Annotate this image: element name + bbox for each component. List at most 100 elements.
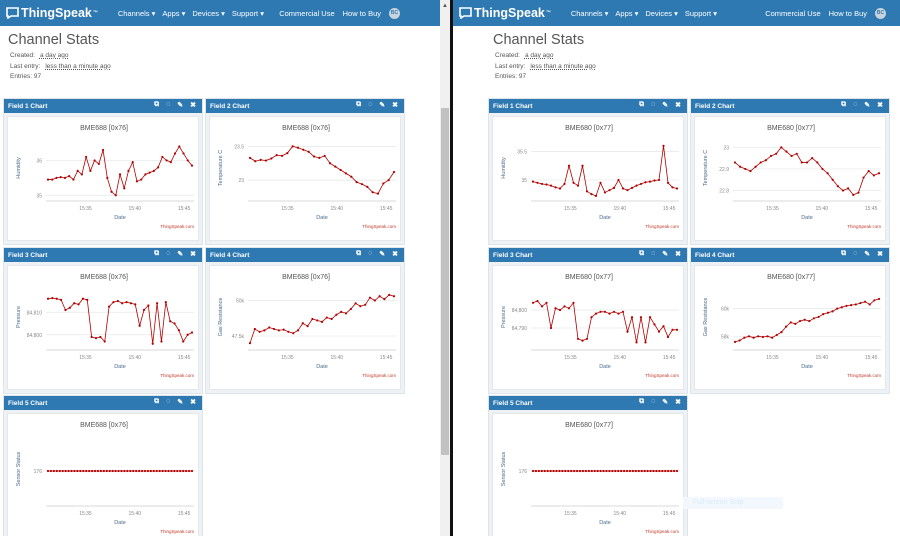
x-tick-label: 15:45 [663,511,676,517]
close-icon[interactable]: ✖ [877,102,883,109]
close-icon[interactable]: ✖ [675,102,681,109]
nav-menu-devices[interactable]: Devices ▾ [192,8,225,18]
data-point [73,302,76,305]
comment-icon[interactable]: ◌ [651,398,656,405]
nav-menu-support[interactable]: Support ▾ [684,8,717,18]
close-icon[interactable]: ✖ [877,251,883,258]
nav-menu-apps[interactable]: Apps ▾ [615,8,639,18]
close-icon[interactable]: ✖ [675,251,681,258]
edit-pencil-icon[interactable]: ✎ [864,251,871,258]
data-point [46,297,50,300]
thingspeak-credit-link[interactable]: ThingSpeak.com [362,224,396,229]
edit-pencil-icon[interactable]: ✎ [177,102,184,109]
comment-icon[interactable]: ◌ [368,250,373,257]
data-point [106,176,109,179]
nav-menu-channels[interactable]: Channels ▾ [117,8,156,18]
nav-link-0[interactable]: Commercial Use [765,8,821,18]
data-point [140,178,143,181]
external-link-icon[interactable]: ⧉ [639,101,645,108]
field-3-chart-panel: Field 3 Chart ⧉ ◌ ✎ ✖ BME680 [0x77] Pressure 84… [488,247,688,394]
data-point [131,161,134,164]
close-icon[interactable]: ✖ [190,251,196,258]
edit-pencil-icon[interactable]: ✎ [177,251,184,258]
data-point [291,145,294,148]
comment-icon[interactable]: ◌ [166,398,171,405]
comment-icon[interactable]: ◌ [368,101,373,108]
nav-link-1[interactable]: How to Buy [342,8,381,18]
external-link-icon[interactable]: ⧉ [841,101,847,108]
data-point [51,178,54,181]
data-point [789,321,792,324]
data-point [129,302,133,305]
close-icon[interactable]: ✖ [190,399,196,406]
edit-pencil-icon[interactable]: ✎ [379,102,386,109]
data-point [114,469,117,473]
data-point [152,469,155,473]
data-point [534,469,538,473]
data-point [61,469,64,473]
thingspeak-credit-link[interactable]: ThingSpeak.com [160,373,194,378]
close-icon[interactable]: ✖ [675,399,681,406]
comment-icon[interactable]: ◌ [166,250,171,257]
thingspeak-credit-link[interactable]: ThingSpeak.com [847,373,881,378]
data-point [794,322,797,325]
close-icon[interactable]: ✖ [190,102,196,109]
data-point [747,335,751,338]
edit-pencil-icon[interactable]: ✎ [864,102,871,109]
nav-menu-channels[interactable]: Channels ▾ [570,8,609,18]
nav-menu-support[interactable]: Support ▾ [231,8,264,18]
close-icon[interactable]: ✖ [392,102,398,109]
comment-icon[interactable]: ◌ [853,101,858,108]
data-point [644,341,647,344]
data-point [785,150,788,153]
comment-icon[interactable]: ◌ [166,101,171,108]
comment-icon[interactable]: ◌ [651,250,656,257]
data-point [368,296,372,299]
thingspeak-credit-link[interactable]: ThingSpeak.com [160,224,194,229]
thingspeak-credit-link[interactable]: ThingSpeak.com [645,373,679,378]
external-link-icon[interactable]: ⧉ [841,250,847,257]
edit-pencil-icon[interactable]: ✎ [379,251,386,258]
edit-pencil-icon[interactable]: ✎ [662,399,669,406]
nav-menu-devices[interactable]: Devices ▾ [645,8,678,18]
thingspeak-credit-link[interactable]: ThingSpeak.com [645,529,679,534]
thingspeak-logo[interactable]: ThingSpeak ™ [459,6,551,20]
scrollbar[interactable]: ▲ [440,0,450,536]
field-2-chart-panel: Field 2 Chart ⧉ ◌ ✎ ✖ BME680 [0x77] Temperatur… [690,98,890,245]
data-point [167,469,170,473]
thingspeak-credit-link[interactable]: ThingSpeak.com [362,373,396,378]
data-point [554,307,557,310]
scrollbar-thumb[interactable] [441,108,449,455]
thingspeak-credit-link[interactable]: ThingSpeak.com [645,224,679,229]
data-point [640,469,643,473]
data-point [108,469,111,473]
edit-pencil-icon[interactable]: ✎ [662,102,669,109]
nav-menu-apps[interactable]: Apps ▾ [162,8,186,18]
external-link-icon[interactable]: ⧉ [639,250,645,257]
data-point [558,187,562,190]
user-avatar[interactable]: BC [875,7,886,19]
external-link-icon[interactable]: ⧉ [154,101,160,108]
thingspeak-logo[interactable]: ThingSpeak ™ [6,6,98,20]
external-link-icon[interactable]: ⧉ [639,398,645,405]
comment-icon[interactable]: ◌ [651,101,656,108]
external-link-icon[interactable]: ⧉ [356,101,362,108]
user-avatar[interactable]: BC [389,7,400,19]
scroll-up-icon[interactable]: ▲ [442,3,448,9]
external-link-icon[interactable]: ⧉ [154,398,160,405]
nav-link-1[interactable]: How to Buy [828,8,867,18]
data-point [769,154,773,158]
thingspeak-credit-link[interactable]: ThingSpeak.com [847,224,881,229]
thingspeak-credit-link[interactable]: ThingSpeak.com [160,529,194,534]
edit-pencil-icon[interactable]: ✎ [662,251,669,258]
data-point [120,469,123,473]
close-icon[interactable]: ✖ [392,251,398,258]
external-link-icon[interactable]: ⧉ [154,250,160,257]
external-link-icon[interactable]: ⧉ [356,250,362,257]
data-point [46,469,50,473]
comment-icon[interactable]: ◌ [853,250,858,257]
nav-link-0[interactable]: Commercial Use [279,8,335,18]
data-point [800,161,803,164]
x-tick-label: 15:40 [129,355,142,361]
edit-pencil-icon[interactable]: ✎ [177,399,184,406]
